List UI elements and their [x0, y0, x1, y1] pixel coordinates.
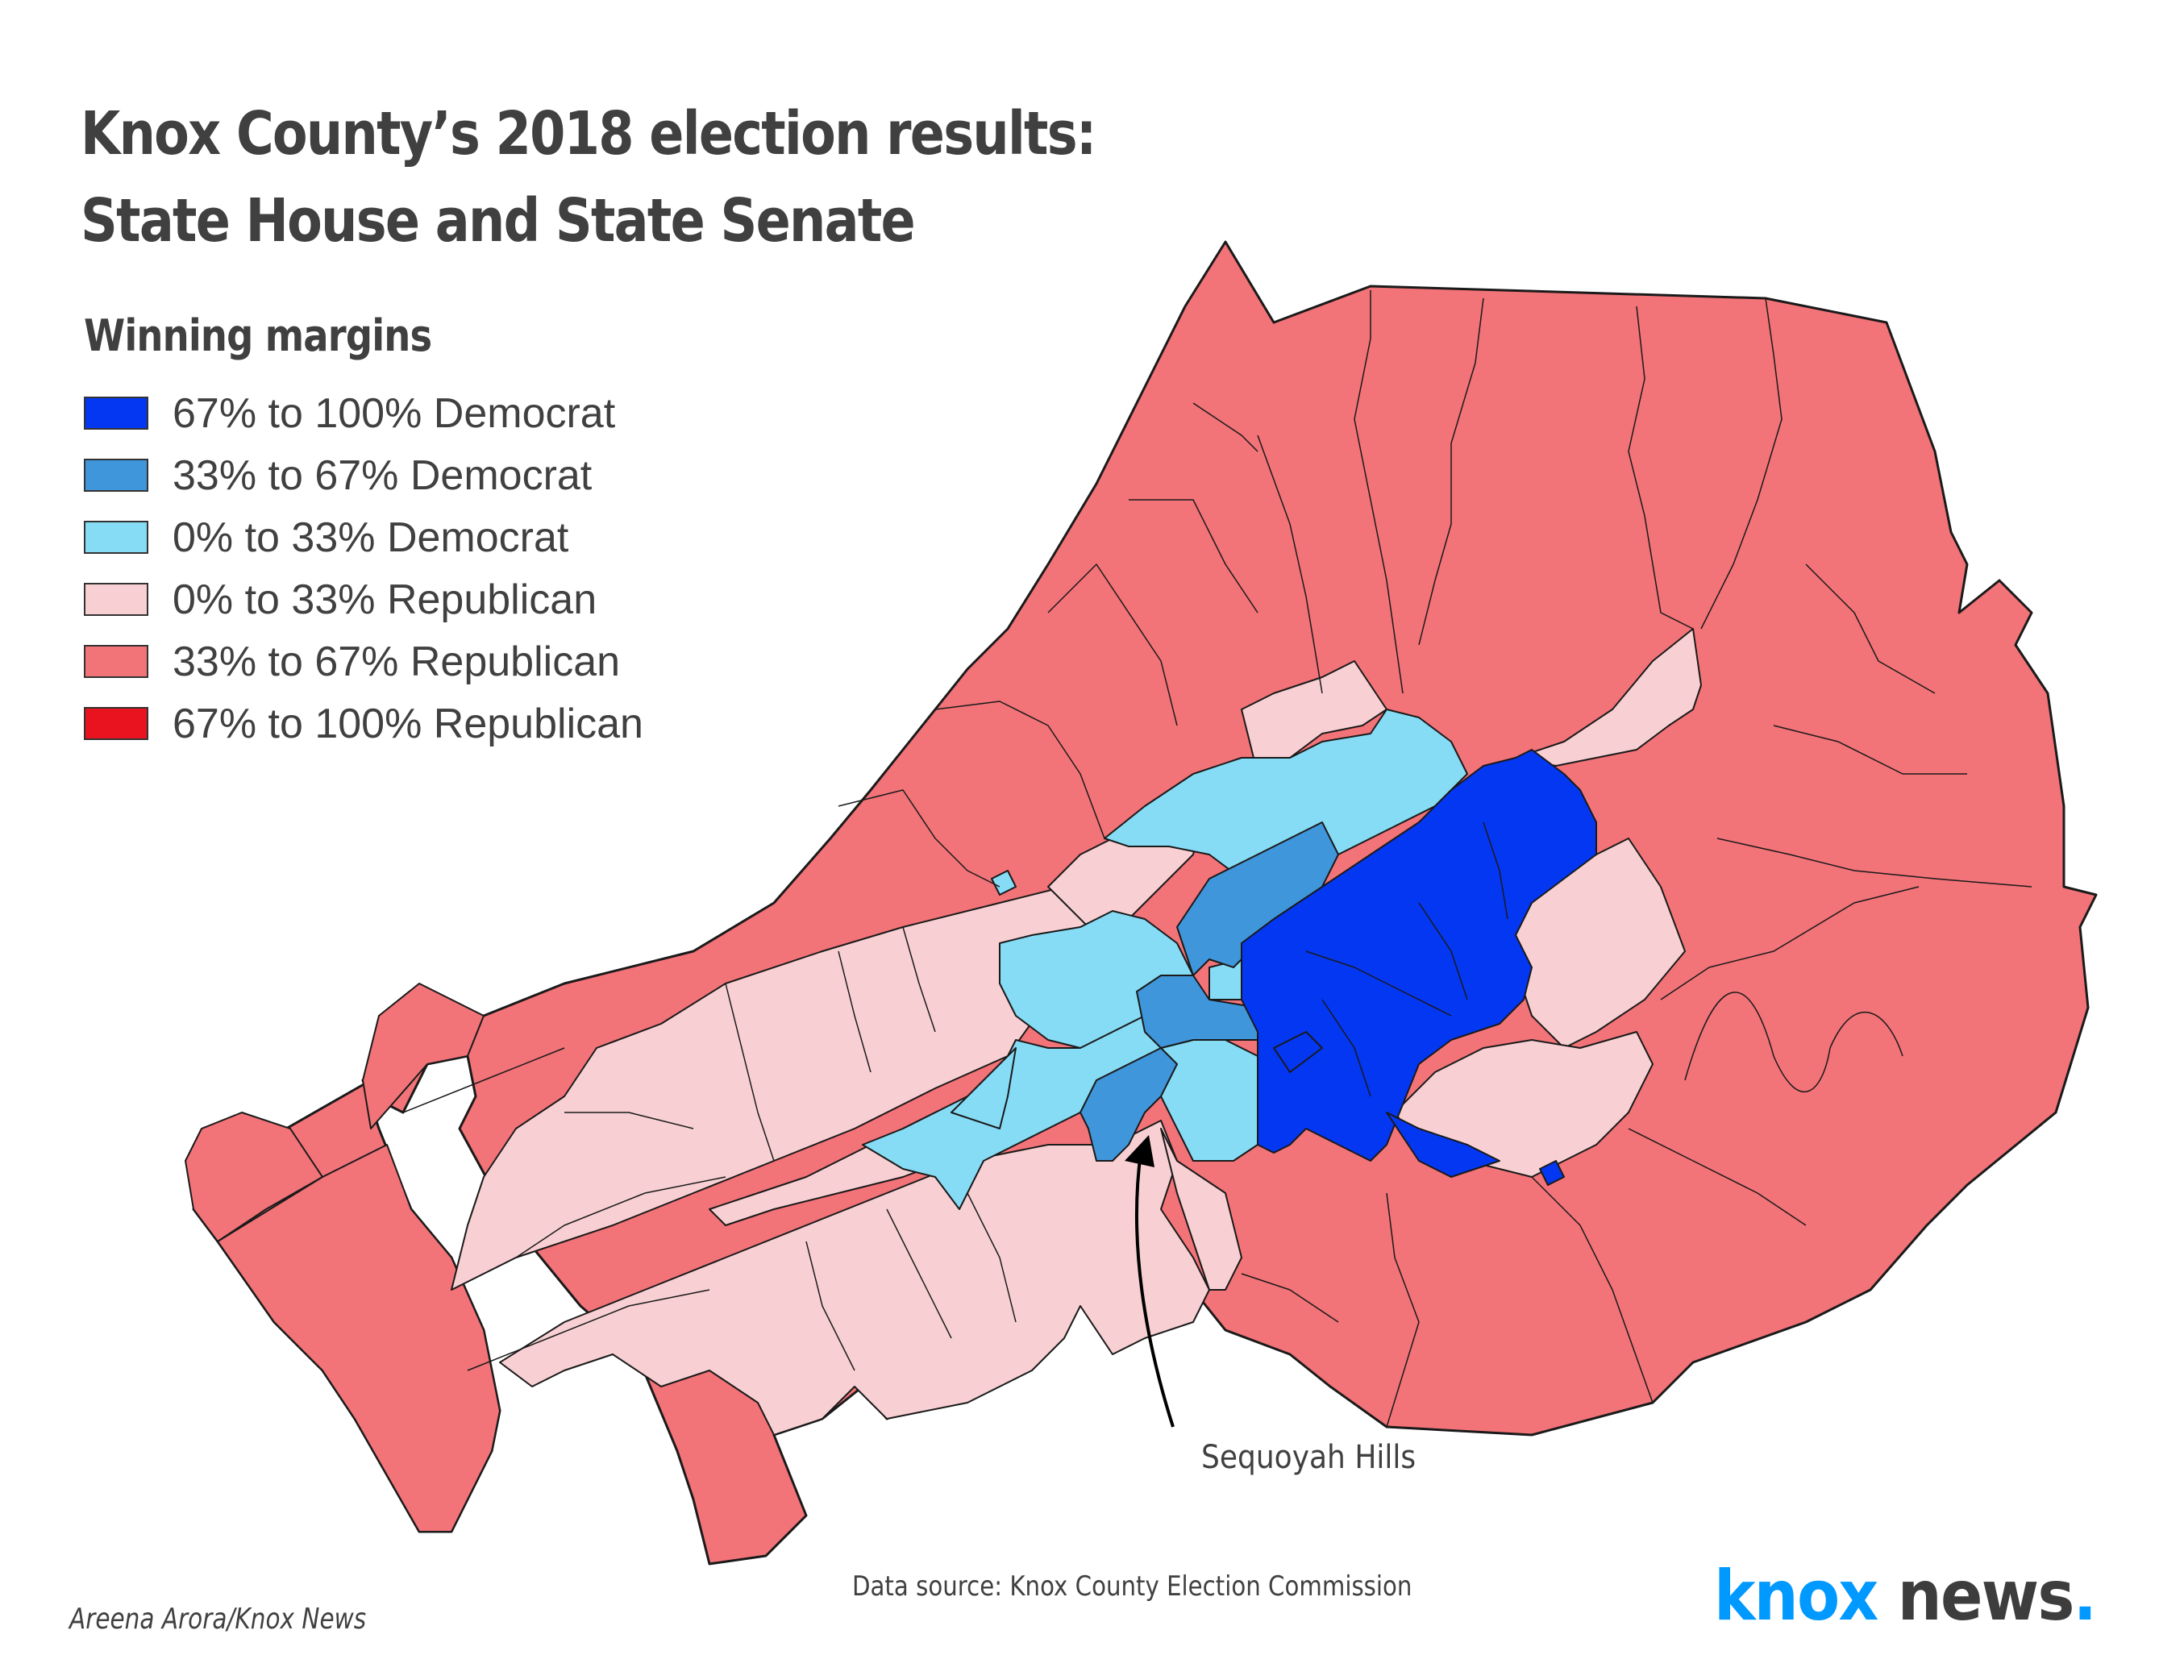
precinct — [991, 870, 1017, 896]
precinct — [1160, 1128, 1242, 1291]
legend-item-mid-rep: 33% to 67% Republican — [84, 630, 643, 692]
legend-item-lean-dem: 0% to 33% Democrat — [84, 506, 643, 568]
legend-item-lean-rep: 0% to 33% Republican — [84, 568, 643, 630]
legend-swatch — [84, 459, 148, 492]
knox-news-logo: knox news. — [1714, 1556, 2097, 1636]
legend-label: 33% to 67% Democrat — [173, 451, 593, 499]
title-line-1: Knox County’s 2018 election results: — [81, 99, 1096, 168]
page-title: Knox County’s 2018 election results: Sta… — [81, 90, 1096, 264]
precinct — [1080, 1047, 1178, 1162]
logo-news: news — [1897, 1556, 2075, 1636]
precinct — [1273, 1031, 1323, 1073]
precinct — [1386, 1112, 1500, 1178]
title-line-2: State House and State Senate — [81, 186, 916, 256]
legend: Winning margins 67% to 100% Democrat 33%… — [84, 310, 643, 755]
legend-swatch — [84, 521, 148, 554]
precinct — [951, 1047, 1017, 1129]
annotation-arrow — [1134, 1152, 1175, 1428]
author-credit: Areena Arora/Knox News — [69, 1603, 367, 1636]
sequoyah-hills-label: Sequoyah Hills — [1201, 1439, 1416, 1476]
legend-swatch — [84, 707, 148, 740]
legend-item-strong-rep: 67% to 100% Republican — [84, 692, 643, 755]
legend-label: 33% to 67% Republican — [173, 638, 621, 685]
logo-knox: knox — [1714, 1556, 1878, 1636]
legend-label: 67% to 100% Democrat — [173, 389, 616, 437]
legend-title: Winning margins — [84, 310, 432, 361]
legend-swatch — [84, 397, 148, 430]
precinct — [1515, 628, 1702, 767]
legend-swatch — [84, 583, 148, 616]
legend-label: 0% to 33% Republican — [173, 576, 597, 623]
legend-label: 0% to 33% Democrat — [173, 514, 569, 561]
precinct — [1539, 1160, 1565, 1186]
legend-swatch — [84, 645, 148, 678]
legend-label: 67% to 100% Republican — [173, 700, 643, 747]
data-source: Data source: Knox County Election Commis… — [852, 1570, 1412, 1603]
logo-dot: . — [2073, 1556, 2097, 1636]
precinct — [499, 1120, 1210, 1436]
precinct — [1241, 749, 1597, 1162]
legend-item-strong-dem: 67% to 100% Democrat — [84, 382, 643, 444]
arrow-head-icon — [1125, 1135, 1154, 1167]
legend-item-mid-dem: 33% to 67% Democrat — [84, 444, 643, 506]
